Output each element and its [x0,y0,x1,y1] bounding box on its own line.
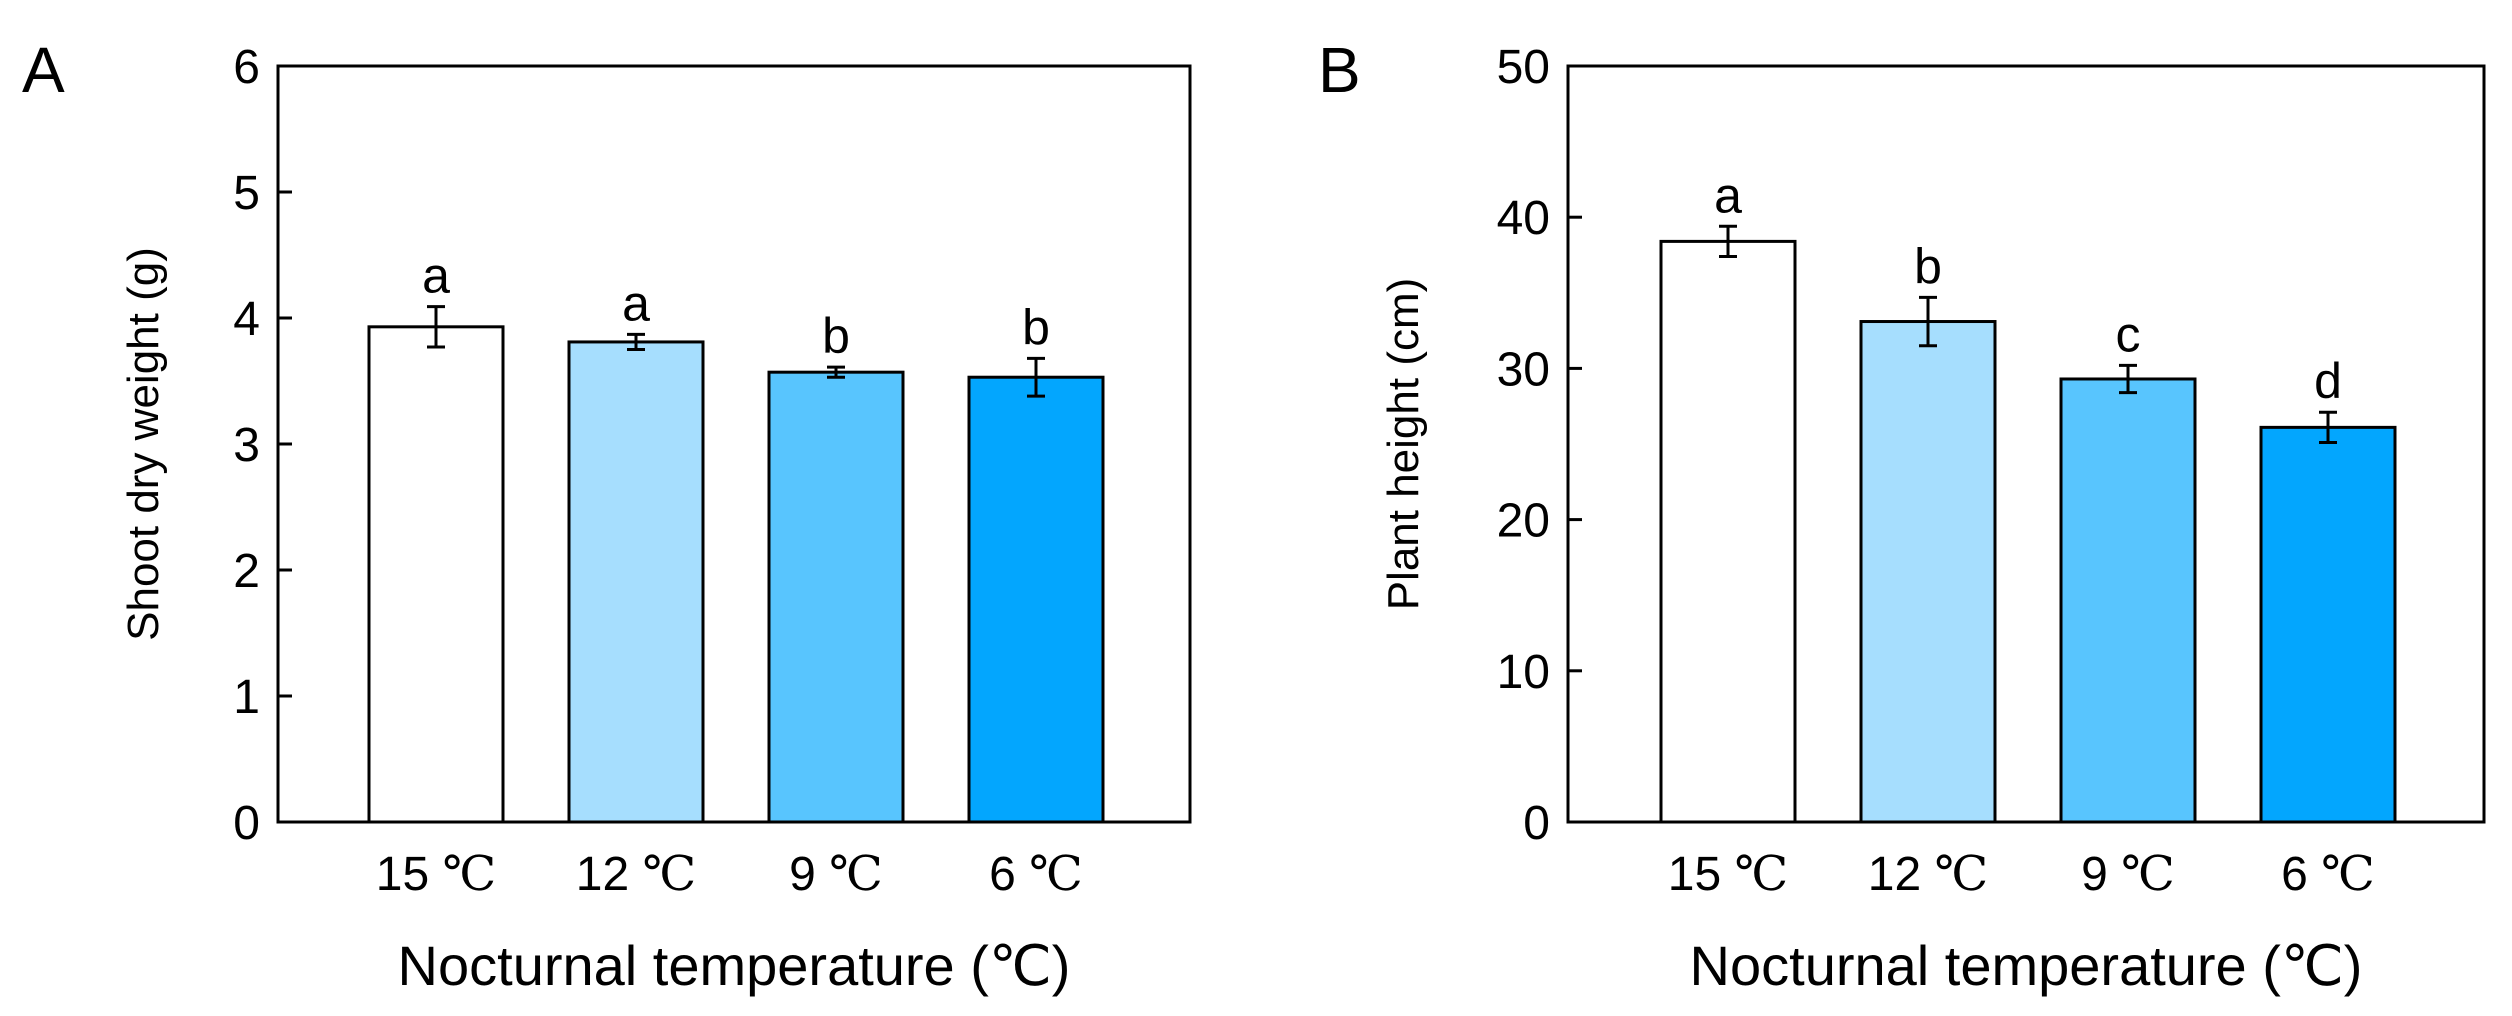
y-tick-label: 0 [1523,797,1550,850]
error-bar-12 [1919,295,1937,348]
error-bar-9 [827,365,845,379]
x-axis-label: Nocturnal temperature (℃) [398,934,1071,997]
y-tick-label: 10 [1497,646,1550,699]
y-tick-label: 5 [233,167,260,220]
bar-6 [967,375,1105,824]
bar-6 [2259,425,2397,824]
x-tick-label: 15 ℃ [1668,848,1788,901]
bar-12 [1859,320,1997,824]
y-tick-label: 1 [233,671,260,724]
bar-15 [1659,239,1797,824]
x-tick-label: 9 ℃ [789,848,883,901]
y-tick-label: 50 [1497,41,1550,94]
y-tick-label: 0 [233,797,260,850]
x-tick-unit: ℃ [2321,848,2375,901]
y-axis-label: Plant height (cm) [1379,278,1428,611]
significance-letter: b [1022,299,1050,355]
significance-letter: b [1914,238,1942,294]
x-tick-value: 12 [1868,848,1921,901]
x-axis-label: Nocturnal temperature (℃) [1690,934,2363,997]
panel-label: A [22,34,65,106]
bar-15 [367,325,505,824]
x-tick-unit: ℃ [443,848,497,901]
error-bar-9 [2119,363,2137,395]
y-tick-label: 6 [233,41,260,94]
y-axis-label: Shoot dry weight (g) [119,247,168,641]
y-tick-label: 20 [1497,495,1550,548]
x-tick-label: 12 ℃ [576,848,696,901]
error-bar-15 [427,305,445,349]
x-tick-unit: ℃ [1735,848,1789,901]
y-tick-label: 3 [233,419,260,472]
x-tick-value: 15 [1668,848,1721,901]
chart-panel-b: a 15 ℃ b 12 ℃ c 9 ℃ d 6 ℃ 0 10 20 30 40 50 Nocturnal t… [1318,34,2486,997]
bar-9 [2059,377,2197,824]
x-tick-label: 9 ℃ [2081,848,2175,901]
x-tick-unit: ℃ [829,848,883,901]
error-bar-6 [1027,356,1045,398]
x-tick-unit: ℃ [1935,848,1989,901]
plot-frame [1566,64,2486,824]
x-tick-unit: ℃ [2121,848,2175,901]
bar-9 [767,370,905,824]
error-bar-12 [627,332,645,351]
x-tick-value: 6 [2281,848,2308,901]
x-tick-unit: ℃ [1029,848,1083,901]
bar-12 [567,340,705,824]
x-tick-label: 6 ℃ [989,848,1083,901]
significance-letter: a [1714,167,1742,223]
plot-frame [276,64,1192,824]
x-tick-value: 15 [376,848,429,901]
x-tick-value: 12 [576,848,629,901]
significance-letter: d [2314,353,2342,409]
x-tick-label: 6 ℃ [2281,848,2375,901]
significance-letter: b [822,308,850,364]
x-tick-value: 6 [989,848,1016,901]
x-tick-value: 9 [789,848,816,901]
x-tick-label: 15 ℃ [376,848,496,901]
x-tick-value: 9 [2081,848,2108,901]
significance-letter: a [622,275,650,331]
panel-label: B [1318,34,1361,106]
x-tick-unit: ℃ [643,848,697,901]
error-bar-6 [2319,410,2337,444]
y-tick-label: 2 [233,545,260,598]
y-tick-label: 4 [233,293,260,346]
significance-letter: c [2116,306,2141,362]
error-bar-15 [1719,224,1737,259]
x-tick-label: 12 ℃ [1868,848,1988,901]
y-tick-label: 40 [1497,192,1550,245]
significance-letter: a [422,248,450,304]
y-tick-label: 30 [1497,343,1550,396]
